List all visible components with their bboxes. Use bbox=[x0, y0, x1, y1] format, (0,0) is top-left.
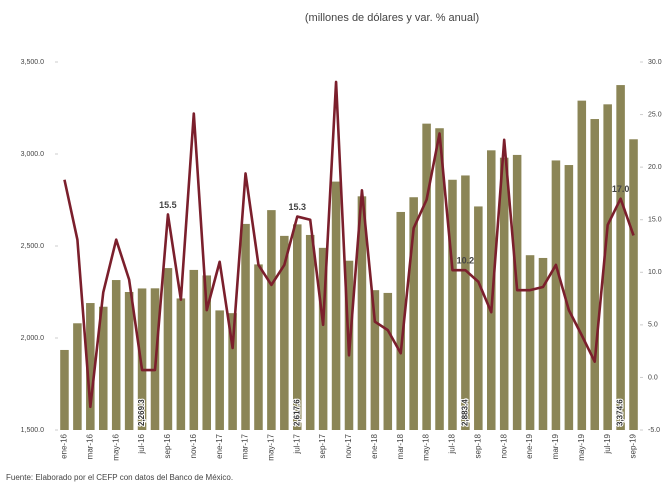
x-tick-label: jul-19 bbox=[603, 433, 612, 454]
bar bbox=[331, 181, 341, 430]
x-tick-label: sep-19 bbox=[629, 433, 638, 458]
x-tick-label: sep-16 bbox=[163, 433, 172, 458]
bar bbox=[189, 269, 199, 430]
bar bbox=[163, 268, 173, 430]
bar bbox=[280, 235, 289, 430]
bar bbox=[616, 85, 625, 430]
x-tick-label: nov-16 bbox=[189, 433, 198, 458]
bar bbox=[305, 234, 315, 430]
bar bbox=[357, 196, 367, 430]
bar bbox=[422, 123, 431, 430]
y2-tick-label: 30.0 bbox=[648, 59, 662, 66]
bar bbox=[383, 292, 393, 430]
y-tick-label: 3,000.0 bbox=[21, 151, 44, 158]
y-tick-label: 3,500.0 bbox=[21, 59, 44, 66]
x-tick-label: ene-19 bbox=[525, 433, 534, 458]
bar bbox=[215, 310, 224, 430]
y2-tick-label: 10.0 bbox=[648, 269, 662, 276]
bar bbox=[370, 290, 380, 430]
x-tick-label: may-19 bbox=[577, 433, 586, 460]
y2-tick-label: 25.0 bbox=[648, 111, 662, 118]
bar bbox=[525, 255, 535, 430]
x-tick-label: ene-18 bbox=[370, 433, 379, 458]
bar bbox=[137, 288, 147, 430]
x-tick-label: mar-19 bbox=[551, 433, 560, 459]
bar bbox=[564, 165, 574, 431]
y2-tick-label: 0.0 bbox=[648, 374, 658, 381]
y-tick-label: 2,500.0 bbox=[21, 243, 44, 250]
x-tick-label: ene-17 bbox=[215, 433, 224, 458]
y-tick-label: 2,000.0 bbox=[21, 335, 44, 342]
x-tick-label: mar-16 bbox=[85, 433, 94, 459]
bar bbox=[202, 275, 212, 430]
bar bbox=[86, 303, 95, 430]
source-note: Fuente: Elaborado por el CEFP con datos … bbox=[6, 473, 233, 482]
y2-tick-label: -5.0 bbox=[648, 427, 660, 434]
bar bbox=[176, 298, 186, 430]
bar bbox=[254, 264, 263, 430]
x-tick-label: jul-17 bbox=[292, 433, 301, 454]
x-tick-label: nov-18 bbox=[499, 433, 508, 458]
x-tick-label: mar-18 bbox=[396, 433, 405, 459]
bar bbox=[499, 157, 509, 430]
y-tick-label: 1,500.0 bbox=[21, 427, 44, 434]
x-tick-label: may-18 bbox=[422, 433, 431, 460]
bar bbox=[124, 292, 134, 430]
bar bbox=[474, 206, 483, 430]
bar bbox=[448, 179, 457, 430]
bar bbox=[396, 211, 406, 430]
bar bbox=[512, 154, 522, 431]
line-value-label: 17.0 bbox=[612, 184, 630, 194]
x-tick-label: ene-16 bbox=[60, 433, 69, 458]
bar bbox=[111, 280, 121, 430]
x-tick-label: nov-17 bbox=[344, 433, 353, 458]
chart-subtitle: (millones de dólares y var. % anual) bbox=[305, 12, 479, 24]
bar bbox=[98, 306, 108, 430]
bar bbox=[228, 313, 237, 430]
bar-value-label: 2,269.3 bbox=[137, 399, 146, 426]
bar-value-label: 3,374.6 bbox=[616, 399, 625, 426]
x-tick-label: jul-18 bbox=[448, 433, 457, 454]
line-value-label: 15.5 bbox=[159, 200, 177, 210]
bar bbox=[292, 224, 302, 430]
bar bbox=[461, 175, 470, 430]
bar bbox=[318, 247, 328, 430]
bar bbox=[629, 139, 638, 430]
y2-tick-label: 20.0 bbox=[648, 164, 662, 171]
y2-tick-label: 15.0 bbox=[648, 217, 662, 224]
bar bbox=[73, 323, 82, 430]
bar bbox=[486, 150, 496, 430]
y2-tick-label: 5.0 bbox=[648, 322, 658, 329]
bar bbox=[551, 160, 561, 430]
bar bbox=[241, 223, 250, 430]
line-value-label: 10.2 bbox=[457, 256, 475, 266]
bar bbox=[577, 100, 587, 430]
x-tick-label: may-17 bbox=[267, 433, 276, 460]
bar-value-label: 2,617.6 bbox=[292, 399, 301, 426]
line-value-label: 15.3 bbox=[289, 202, 307, 212]
bar bbox=[409, 197, 418, 430]
bar bbox=[603, 104, 612, 430]
bar bbox=[60, 349, 69, 430]
x-tick-label: jul-16 bbox=[137, 433, 146, 454]
bar bbox=[538, 257, 548, 430]
line bbox=[63, 80, 635, 409]
x-tick-label: may-16 bbox=[111, 433, 120, 460]
bar bbox=[267, 210, 276, 430]
x-tick-label: sep-17 bbox=[318, 433, 327, 458]
bar bbox=[435, 128, 444, 431]
x-tick-label: mar-17 bbox=[241, 433, 250, 459]
bar-value-label: 2,883.4 bbox=[461, 399, 470, 426]
x-tick-label: sep-18 bbox=[473, 433, 482, 458]
bar bbox=[590, 119, 600, 430]
